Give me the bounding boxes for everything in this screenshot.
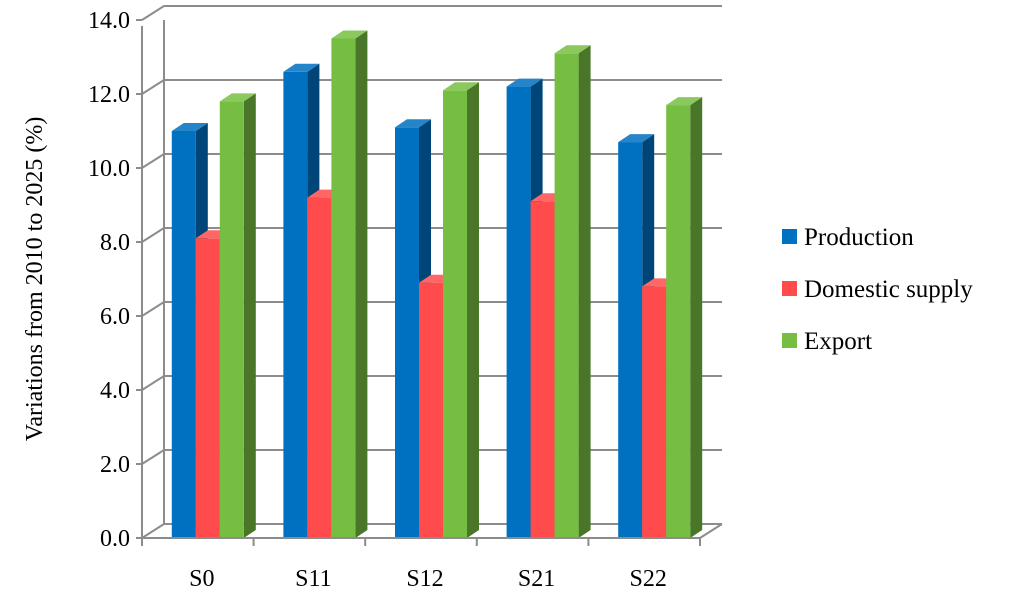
y-axis-title: Variations from 2010 to 2025 (%) [22,117,48,442]
legend-swatch [782,281,797,296]
axes [136,19,701,546]
y-tick-label: 2.0 [100,452,130,478]
legend-item-production: Production [782,224,914,251]
legend-label: Export [804,328,872,355]
x-tick-label: S12 [406,566,443,592]
legend-item-domestic-supply: Domestic supply [782,276,973,303]
legend-swatch [782,333,797,348]
y-tick-labels: 0.0 2.0 4.0 6.0 8.0 10.0 12.0 14.0 [88,8,130,552]
bar-export-s11 [331,30,368,538]
legend-swatch [782,229,797,244]
legend-label: Domestic supply [804,276,973,303]
y-tick-label: 0.0 [100,526,130,552]
x-tick-labels: S0 S11 S12 S21 S22 [189,566,667,592]
x-tick-label: S21 [518,566,555,592]
y-tick-label: 4.0 [100,378,130,404]
y-tick-label: 8.0 [100,230,130,256]
y-tick-label: 12.0 [88,82,130,108]
bar-export-s22 [666,97,703,538]
legend: Production Domestic supply Export [782,224,973,355]
gridline [141,79,722,95]
y-tick-label: 10.0 [88,156,130,182]
x-tick-label: S11 [295,566,331,592]
gridline [141,5,722,21]
bar-export-s21 [554,45,591,539]
y-tick-label: 14.0 [88,8,130,34]
legend-item-export: Export [782,328,872,355]
bar-export-s0 [219,93,256,539]
bars [171,30,703,539]
x-tick-label: S22 [630,566,667,592]
y-tick-label: 6.0 [100,304,130,330]
x-tick-label: S0 [189,566,214,592]
bar-export-s12 [443,82,479,539]
legend-label: Production [804,224,914,251]
